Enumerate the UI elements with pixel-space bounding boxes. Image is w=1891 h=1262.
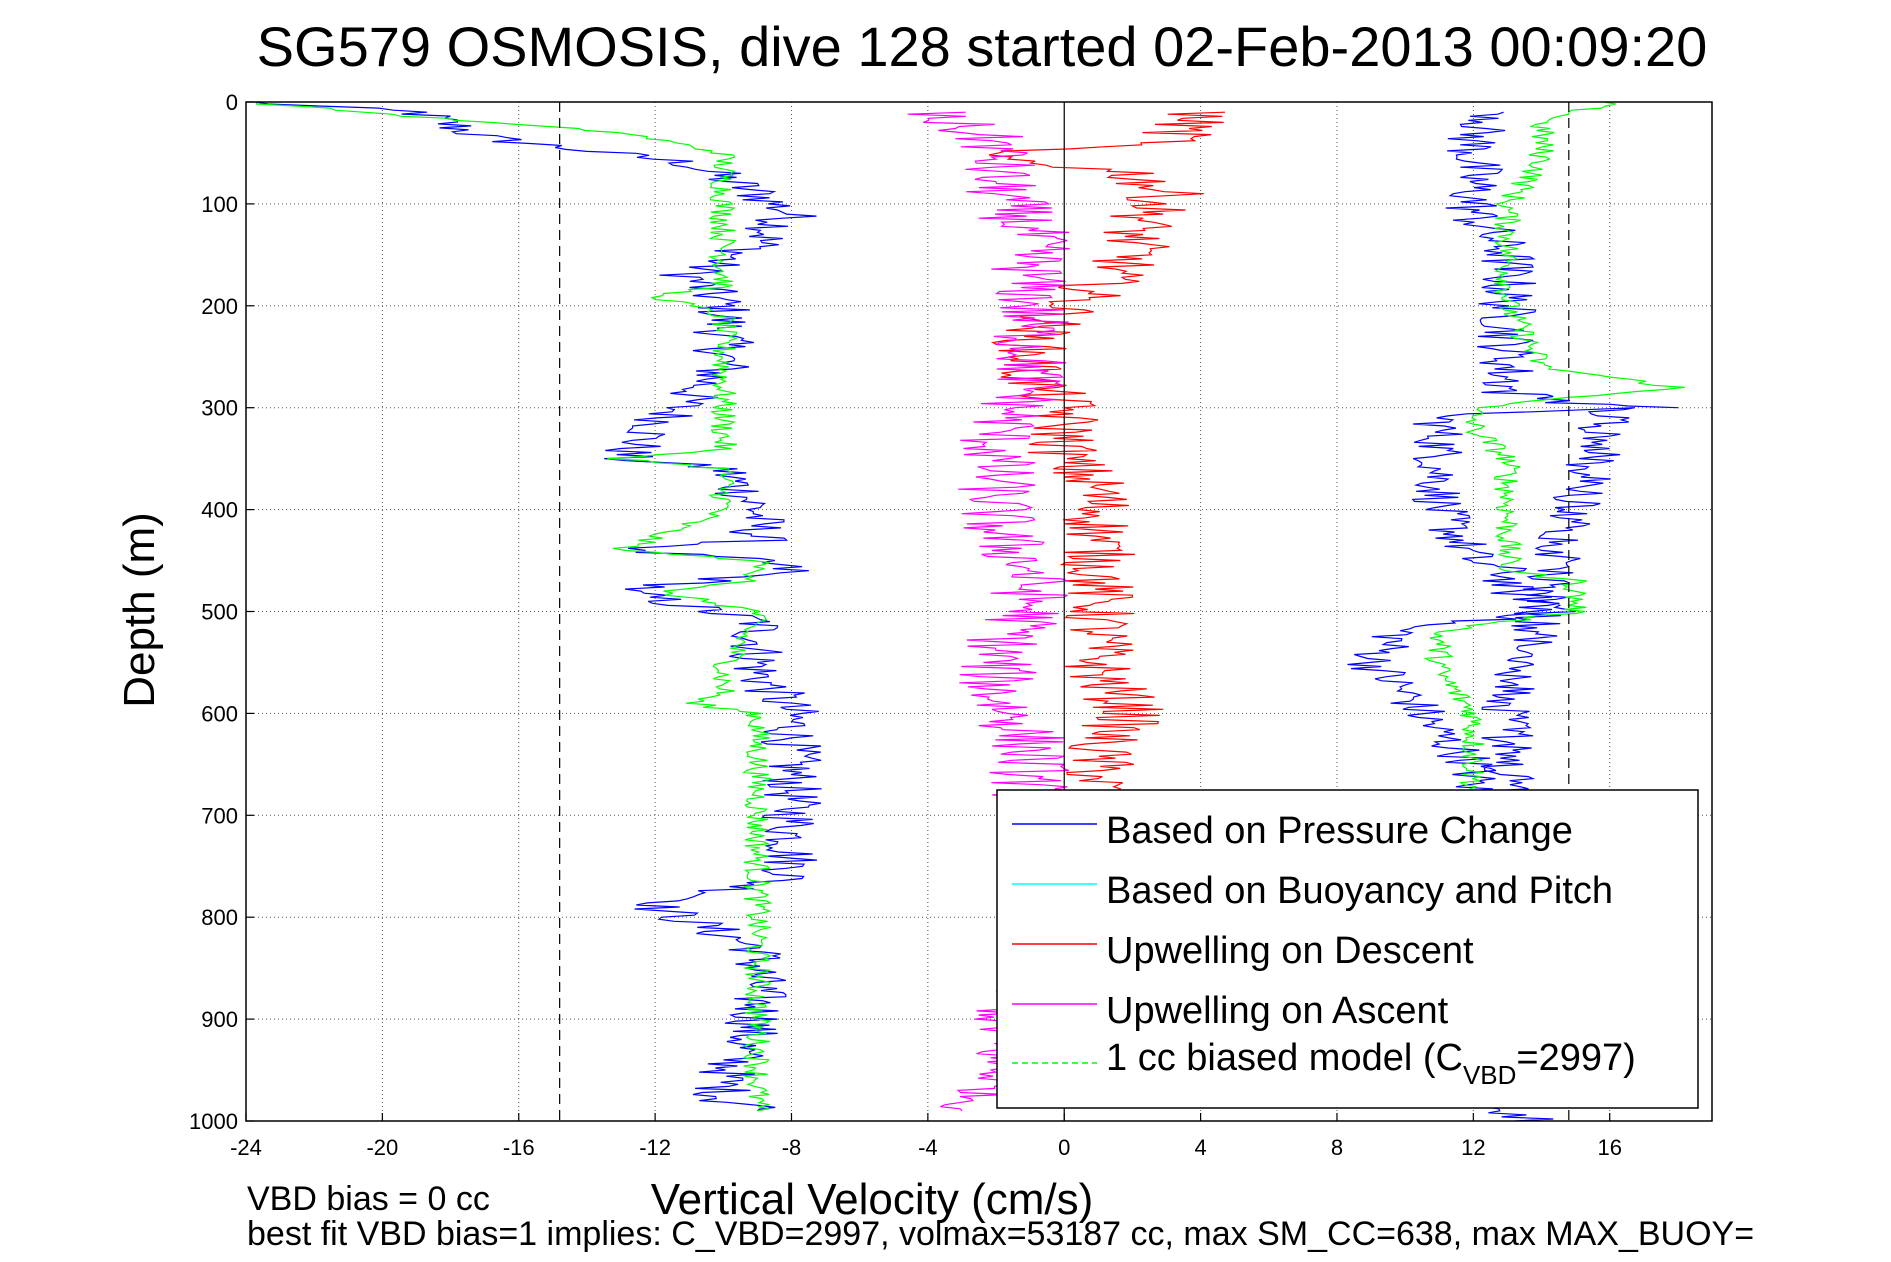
- x-tick-label: -16: [503, 1135, 535, 1160]
- y-tick-label: 800: [201, 905, 238, 930]
- y-tick-label: 500: [201, 600, 238, 625]
- x-axis-label: Vertical Velocity (cm/s): [651, 1175, 1094, 1224]
- y-tick-label: 200: [201, 294, 238, 319]
- y-axis-label: Depth (m): [115, 512, 164, 708]
- legend-label-pressure: Based on Pressure Change: [1106, 810, 1573, 852]
- y-tick-label: 700: [201, 803, 238, 828]
- footer-best-fit: best fit VBD bias=1 implies: C_VBD=2997,…: [247, 1215, 1754, 1253]
- legend-label-biased: 1 cc biased model (CVBD=2997): [1106, 1037, 1636, 1090]
- series-line-pressure: [1445, 111, 1678, 409]
- x-tick-label: -12: [639, 1135, 671, 1160]
- y-tick-label: 400: [201, 498, 238, 523]
- legend-label-descent: Upwelling on Descent: [1106, 930, 1474, 972]
- y-tick-label: 1000: [189, 1109, 238, 1134]
- chart-title: SG579 OSMOSIS, dive 128 started 02-Feb-2…: [257, 15, 1708, 78]
- legend-box: [996, 789, 1699, 1109]
- series-line-biased: [255, 102, 773, 1112]
- series-line-pressure: [255, 101, 822, 1112]
- y-tick-label: 100: [201, 192, 238, 217]
- x-axis-ticks: -24 -20 -16 -12 -8 -4 0 4 8 12 16: [230, 1113, 1622, 1160]
- legend: Based on Pressure Change Based on Buoyan…: [996, 789, 1699, 1109]
- y-tick-label: 900: [201, 1007, 238, 1032]
- y-tick-label: 300: [201, 396, 238, 421]
- x-tick-label: -20: [366, 1135, 398, 1160]
- y-tick-label: 0: [226, 90, 238, 115]
- grid-lines: [246, 102, 1712, 1121]
- series-line-biased: [1423, 101, 1685, 816]
- x-tick-label: 0: [1058, 1135, 1070, 1160]
- series-line-descent: [988, 111, 1226, 806]
- legend-label-biased-pre: 1 cc biased model (C: [1106, 1037, 1463, 1079]
- y-tick-label: 600: [201, 701, 238, 726]
- series-line-ascent: [907, 111, 1070, 806]
- x-tick-label: -4: [918, 1135, 938, 1160]
- x-tick-label: 4: [1194, 1135, 1206, 1160]
- legend-label-biased-post: =2997): [1516, 1037, 1635, 1079]
- legend-label-buoyancy: Based on Buoyancy and Pitch: [1106, 870, 1613, 912]
- x-tick-label: -24: [230, 1135, 262, 1160]
- x-tick-label: 12: [1461, 1135, 1485, 1160]
- legend-label-biased-sub: VBD: [1463, 1060, 1516, 1090]
- x-tick-label: -8: [782, 1135, 802, 1160]
- x-tick-label: 8: [1331, 1135, 1343, 1160]
- x-tick-label: 16: [1597, 1135, 1621, 1160]
- footer-vbd-bias: VBD bias = 0 cc: [247, 1180, 490, 1218]
- legend-label-ascent: Upwelling on Ascent: [1106, 990, 1449, 1032]
- y-axis-ticks: 0 100 200 300 400 500 600 700 800 900 1000: [189, 90, 254, 1134]
